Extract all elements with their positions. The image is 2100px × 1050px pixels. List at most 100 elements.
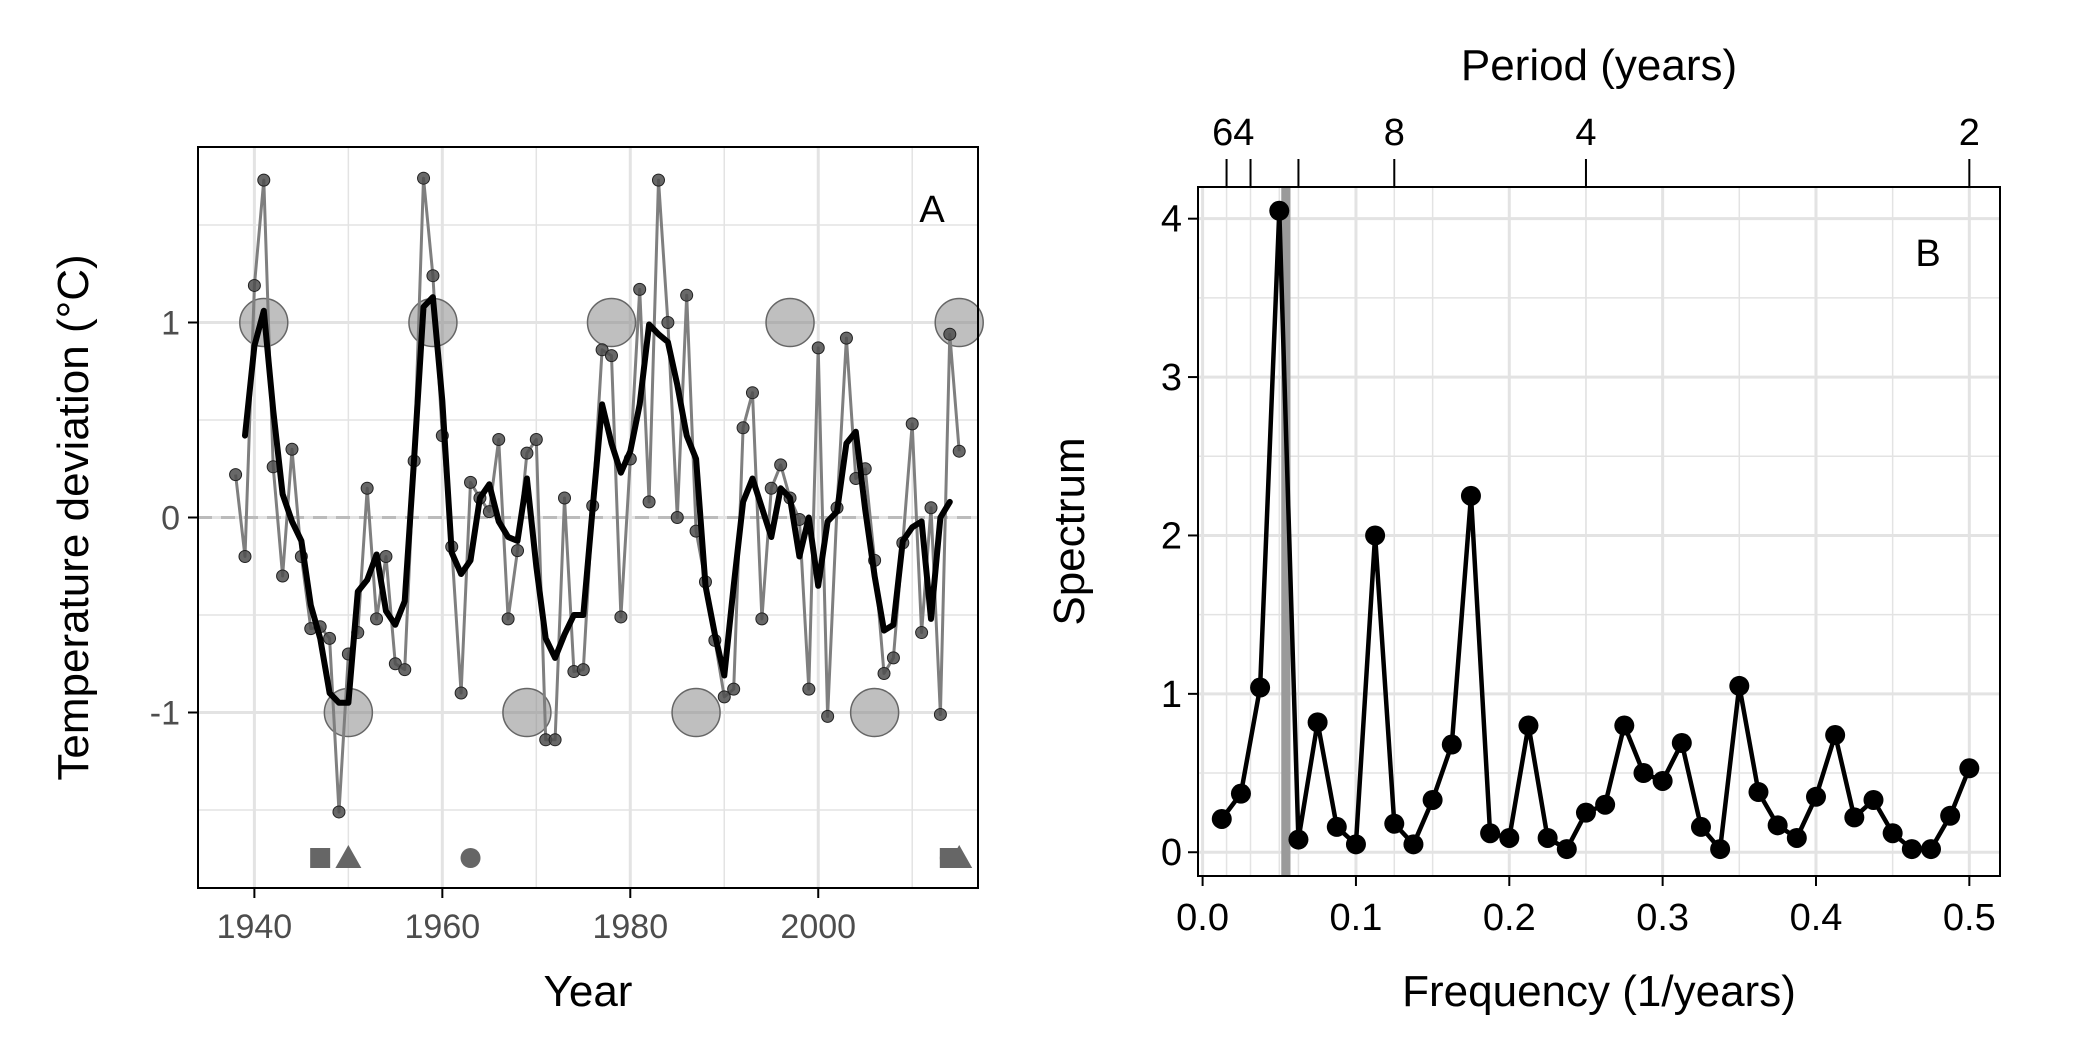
x-tick-label: 0.1 [1330,897,1383,939]
smoothed-series-line [242,294,953,706]
spectrum-point [1940,805,1961,826]
annual-data-point [247,278,261,292]
annual-data-point [520,446,534,460]
annual-data-point [576,663,590,677]
spectrum-point [1480,823,1501,844]
spectrum-point [1403,834,1424,855]
spectrum-point [1575,802,1596,823]
annual-data-point [398,663,412,677]
spectrum-point [1365,525,1386,546]
spectrum-point [1441,734,1462,755]
annual-data-point [924,501,938,515]
extreme-year-marker [671,687,721,738]
spectrum-point [1882,823,1903,844]
annual-data-point [558,491,572,505]
annual-data-point [755,612,769,626]
annual-data-point [426,269,440,283]
spectrum-point [1805,786,1826,807]
annual-data-point [417,171,431,185]
panel-b-y-axis-title: Spectrum [1045,437,1094,625]
panel-b-gridlines [1198,187,2000,876]
spectrum-point [1863,789,1884,810]
y-tick-label: 4 [1161,199,1182,241]
annual-data-point [238,550,252,563]
x-tick-label: 0.0 [1176,897,1229,939]
annual-data-point [670,511,684,524]
panel-b-highlight-band [1281,187,1291,876]
panel-a-label: A [919,189,945,231]
y-tick-label: 0 [1161,832,1182,874]
spectrum-point [1633,763,1654,784]
panel-b-series [1211,200,1980,860]
spectrum-point [1230,783,1251,804]
spectrum-point [1920,839,1941,860]
spectrum-point [1537,827,1558,848]
annual-data-point [229,468,243,482]
annual-data-point [839,331,853,345]
spectrum-point [1326,816,1347,837]
annual-data-point [915,626,929,640]
annual-data-point [285,442,299,456]
spectrum-point [1345,834,1366,855]
panel-a-x-axis-title: Year [544,967,633,1016]
spectrum-point [1671,732,1692,753]
spectrum-point [1901,839,1922,860]
annual-data-point [717,690,731,704]
spectrum-point [1269,200,1290,221]
panel-a-event-markers [310,845,973,868]
x-tick-label: 0.3 [1636,897,1689,939]
panel-b: 0.0 0.1 0.2 0.3 0.4 0.5 0 1 2 3 4 64 8 4 2 B Frequency… [1045,41,2001,1016]
spectrum-point [1422,789,1443,810]
annual-data-point [811,341,825,355]
annual-data-point [604,349,618,363]
annual-data-point [802,682,816,696]
annual-data-point [595,343,609,357]
annual-data-point [661,316,675,329]
annual-data-point [360,481,374,495]
panel-b-top-axis-title: Period (years) [1461,41,1737,90]
event-marker-square [310,848,331,868]
spectrum-point [1710,839,1731,860]
x-tick-label: 1960 [405,908,481,946]
annual-data-point [933,707,947,721]
annual-data-point [764,481,778,495]
y-tick-label: 1 [161,305,180,343]
annual-data-point [943,327,957,341]
annual-data-point [332,805,346,819]
annual-data-point [323,631,337,645]
annual-data-point [642,495,656,509]
spectrum-point [1767,815,1788,836]
panel-a-axis-ticks: 1940 1960 1980 2000 -1 0 1 [150,305,856,947]
annual-data-point [727,682,741,696]
spectrum-point [1614,715,1635,736]
event-marker-circle [460,848,481,868]
spectrum-point [1460,485,1481,506]
spectrum-point [1499,827,1520,848]
annual-data-point [877,667,891,680]
spectrum-point [1959,758,1980,779]
spectrum-point [1307,712,1328,733]
panel-a-series [229,171,984,819]
y-tick-label: 2 [1161,515,1182,557]
annual-data-point [651,173,665,187]
extreme-year-marker [586,297,637,348]
y-tick-label: 3 [1161,357,1182,399]
extreme-year-marker [934,297,984,348]
annual-data-point [370,612,384,626]
spectrum-point [1690,816,1711,837]
spectrum-line [1220,208,1972,852]
annual-data-point [745,386,759,400]
spectrum-point [1384,813,1405,834]
x-tick-label: 0.2 [1483,897,1536,939]
top-tick-label: 4 [1575,112,1596,154]
panel-a: 1940 1960 1980 2000 -1 0 1 A Year Temperature … [49,146,984,1016]
panel-a-y-axis-title: Temperature deviation (°C) [49,254,98,780]
annual-data-point [952,444,966,458]
spectrum-point [1595,794,1616,815]
annual-data-point [886,651,900,665]
spectrum-point [1729,675,1750,696]
annual-data-point [774,458,788,472]
y-tick-label: 1 [1161,674,1182,716]
annual-data-point [905,417,919,431]
annual-data-point [388,657,402,671]
